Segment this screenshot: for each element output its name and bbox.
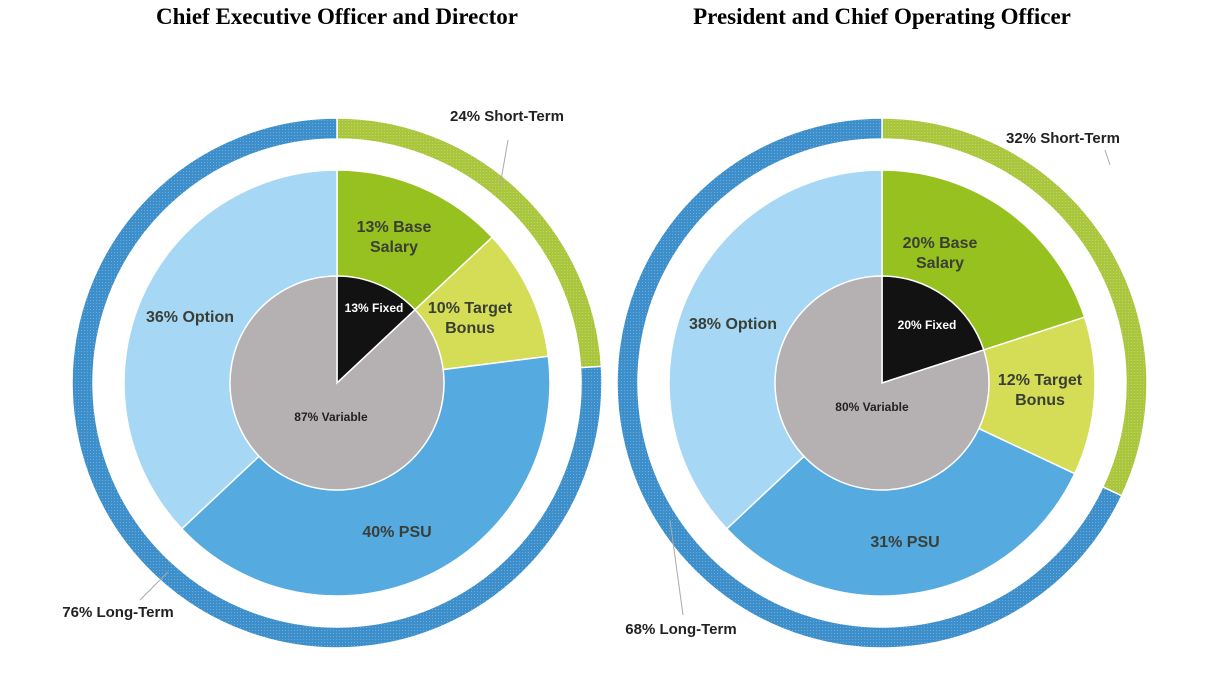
chart-title: Chief Executive Officer and Director — [156, 4, 518, 29]
middle-ring-slice — [123, 169, 338, 530]
slice-label: 13% Base Salary — [357, 219, 432, 256]
outer-ring-label: 68% Long-Term — [625, 621, 736, 638]
slice-label: 31% PSU — [870, 534, 939, 551]
inner-label: 87% Variable — [294, 410, 368, 424]
outer-ring-label: 24% Short-Term — [450, 108, 564, 125]
slice-label: 40% PSU — [362, 524, 431, 541]
outer-ring-label: 32% Short-Term — [1006, 130, 1120, 147]
inner-pie-slice — [774, 275, 990, 491]
chart-2: President and Chief Operating Officer 20%… — [616, 4, 1148, 649]
inner-pie-slice — [229, 275, 445, 491]
slice-label: 12% Target Bonus — [998, 372, 1083, 409]
slice-label: 36% Option — [146, 309, 234, 326]
inner-pie-slice — [881, 275, 985, 385]
slice-label: 10% Target Bonus — [428, 300, 513, 337]
leader-line — [1104, 149, 1111, 166]
middle-ring-slice — [668, 169, 883, 530]
leader-line — [499, 139, 509, 187]
slice-label: 20% Base Salary — [903, 235, 978, 272]
inner-label: 80% Variable — [835, 400, 909, 414]
slice-label: 38% Option — [689, 316, 777, 333]
outer-ring-label: 76% Long-Term — [62, 604, 173, 621]
inner-label: 13% Fixed — [345, 301, 404, 315]
leader-line — [669, 519, 684, 616]
inner-label: 20% Fixed — [898, 318, 957, 332]
outer-ring-segment — [616, 117, 1123, 649]
inner-pie-slice — [336, 275, 417, 385]
chart-title: President and Chief Operating Officer — [693, 4, 1071, 29]
middle-ring-slice — [725, 382, 1076, 597]
outer-ring-segment — [71, 117, 603, 649]
chart-1: Chief Executive Officer and Director 13% … — [62, 4, 603, 649]
leader-line — [139, 571, 169, 601]
